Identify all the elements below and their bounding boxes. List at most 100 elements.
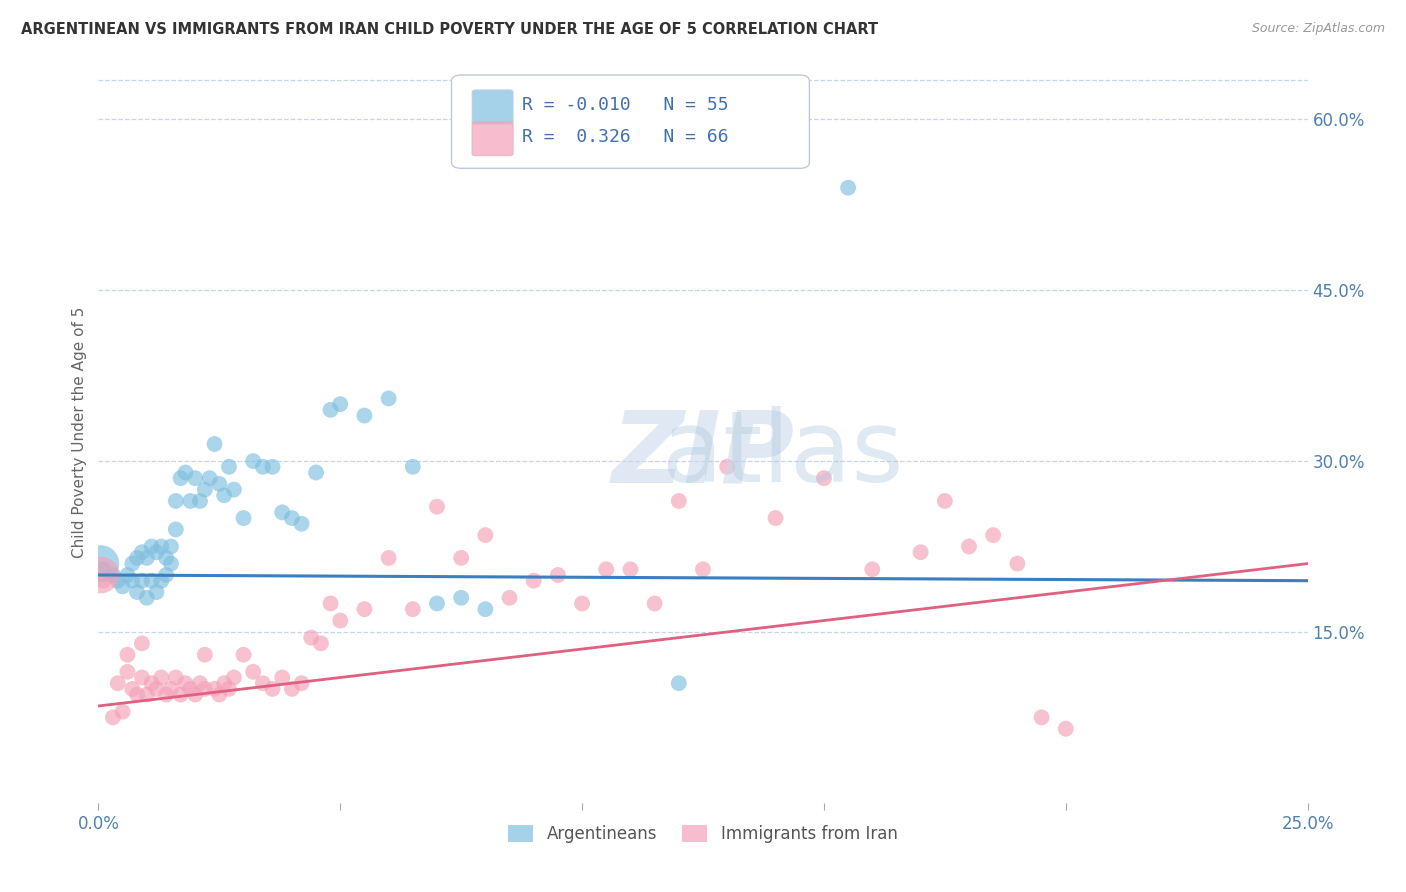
Point [91, 574, 114, 588]
Point [101, 568, 124, 582]
Point [174, 676, 197, 690]
Point [218, 459, 240, 474]
Point [141, 574, 163, 588]
Point [309, 636, 332, 650]
Point [1031, 710, 1053, 724]
Point [547, 568, 569, 582]
Point [353, 409, 375, 423]
Point [571, 597, 593, 611]
Point [165, 523, 187, 537]
Point [716, 459, 738, 474]
Point [619, 562, 641, 576]
Text: Source: ZipAtlas.com: Source: ZipAtlas.com [1251, 22, 1385, 36]
Point [165, 494, 187, 508]
Point [981, 528, 1004, 542]
Point [218, 681, 240, 696]
Point [668, 676, 690, 690]
Point [212, 676, 235, 690]
Y-axis label: Child Poverty Under the Age of 5: Child Poverty Under the Age of 5 [72, 307, 87, 558]
Point [426, 597, 449, 611]
Point [474, 528, 496, 542]
Point [232, 648, 254, 662]
Point [252, 459, 274, 474]
Point [107, 574, 129, 588]
Point [179, 681, 201, 696]
Point [208, 476, 231, 491]
Point [184, 688, 207, 702]
Point [934, 494, 956, 508]
Point [169, 688, 191, 702]
Point [222, 671, 245, 685]
Point [141, 540, 163, 554]
Point [150, 671, 173, 685]
FancyBboxPatch shape [472, 121, 513, 156]
Point [290, 516, 312, 531]
Point [329, 614, 352, 628]
Point [523, 574, 546, 588]
Point [262, 681, 284, 696]
Point [160, 540, 183, 554]
Point [155, 688, 177, 702]
Point [145, 681, 167, 696]
Point [208, 688, 231, 702]
Point [198, 471, 221, 485]
Point [155, 568, 177, 582]
Point [957, 540, 980, 554]
Point [160, 557, 183, 571]
Point [127, 550, 149, 565]
Point [131, 636, 153, 650]
Text: R =  0.326   N = 66: R = 0.326 N = 66 [522, 128, 728, 146]
Point [194, 648, 217, 662]
FancyBboxPatch shape [472, 90, 513, 124]
Point [117, 665, 139, 679]
Point [188, 676, 211, 690]
Point [498, 591, 520, 605]
Point [644, 597, 666, 611]
Point [131, 574, 153, 588]
Point [155, 550, 177, 565]
Point [212, 488, 235, 502]
Point [101, 710, 124, 724]
Point [184, 471, 207, 485]
Point [135, 591, 157, 605]
Point [1054, 722, 1077, 736]
Point [145, 585, 167, 599]
Point [90, 568, 112, 582]
Text: R = -0.010   N = 55: R = -0.010 N = 55 [522, 96, 728, 114]
Point [141, 676, 163, 690]
Point [91, 562, 114, 576]
Point [107, 676, 129, 690]
Point [353, 602, 375, 616]
Point [1007, 557, 1029, 571]
Point [474, 602, 496, 616]
Point [117, 568, 139, 582]
Point [121, 557, 143, 571]
Point [135, 550, 157, 565]
Point [150, 574, 173, 588]
Point [179, 494, 201, 508]
Point [402, 602, 425, 616]
Point [169, 471, 191, 485]
Point [242, 665, 264, 679]
Point [131, 545, 153, 559]
Point [117, 648, 139, 662]
Point [765, 511, 787, 525]
Point [305, 466, 328, 480]
Point [145, 545, 167, 559]
Point [160, 681, 183, 696]
Point [860, 562, 883, 576]
Point [402, 459, 425, 474]
Point [450, 591, 472, 605]
Point [377, 550, 399, 565]
Point [426, 500, 449, 514]
Point [281, 681, 304, 696]
Point [299, 631, 322, 645]
Point [232, 511, 254, 525]
Point [450, 550, 472, 565]
Point [329, 397, 352, 411]
Point [131, 671, 153, 685]
FancyBboxPatch shape [451, 75, 810, 169]
Point [150, 540, 173, 554]
Point [174, 466, 197, 480]
Point [222, 483, 245, 497]
